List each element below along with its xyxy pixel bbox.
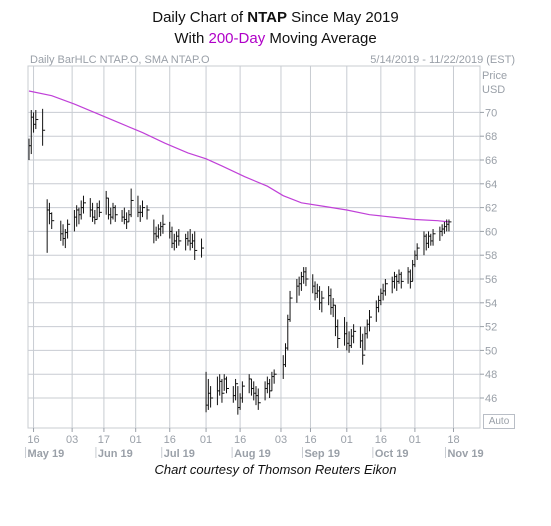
price-bar (448, 219, 452, 232)
chart-subtitle: With 200-Day Moving Average (174, 30, 377, 47)
price-bar (416, 243, 420, 260)
price-bar (146, 205, 150, 220)
price-bar (241, 381, 245, 403)
price-bar (362, 333, 366, 365)
x-axis: 16 03 17 01 16 01 16 03 16 01 16 01 18 May 19 Jun 19 Ju… (25, 428, 484, 460)
x-tick-label: 01 (130, 434, 142, 446)
price-bar (321, 290, 325, 313)
price-bar (194, 231, 198, 260)
chart-credit: Chart courtesy of Thomson Reuters Eikon (154, 462, 397, 477)
price-bar (400, 271, 404, 289)
x-tick-label: 16 (304, 434, 316, 446)
y-axis: 46 48 50 52 54 56 58 60 62 64 66 68 70 (480, 107, 497, 405)
price-bar (114, 205, 118, 222)
chart-title: Daily Chart of NTAP Since May 2019 (152, 9, 399, 26)
price-bar (384, 279, 388, 296)
y-tick-label: 58 (485, 250, 497, 262)
grid-layer (28, 66, 480, 428)
x-tick-label: 01 (200, 434, 212, 446)
y-tick-label: 50 (485, 345, 497, 357)
price-bar (337, 319, 341, 349)
ma-label: 200-Day (208, 30, 266, 47)
x-tick-label: 17 (98, 434, 110, 446)
price-bar (201, 238, 205, 258)
x-month-label: Sep 19 (304, 448, 339, 460)
price-bar (51, 212, 55, 230)
y-tick-label: 60 (485, 226, 497, 238)
price-bar (98, 200, 102, 218)
y-tick-label: 48 (485, 369, 497, 381)
y-tick-label: 64 (485, 179, 497, 191)
price-bar (82, 195, 86, 214)
auto-scale-button[interactable]: Auto (483, 414, 515, 429)
price-bar (178, 229, 182, 246)
x-tick-label: 16 (27, 434, 39, 446)
price-bar (221, 378, 225, 403)
x-month-label: Jun 19 (98, 448, 133, 460)
x-month-label: May 19 (28, 448, 65, 460)
price-axis-title: Price (482, 70, 508, 82)
price-bar (225, 376, 229, 394)
price-bar (257, 388, 261, 410)
x-month-label: Aug 19 (234, 448, 271, 460)
price-bar (369, 309, 372, 332)
price-bar (235, 378, 239, 401)
x-month-label: Oct 19 (375, 448, 409, 460)
y-tick-label: 70 (485, 107, 497, 119)
x-tick-label: 03 (275, 434, 287, 446)
y-tick-label: 54 (485, 298, 497, 310)
price-bar (42, 108, 46, 146)
price-bars-layer (28, 108, 452, 415)
x-tick-label: 01 (341, 434, 353, 446)
price-bar (289, 290, 293, 322)
x-tick-label: 18 (447, 434, 459, 446)
series-label: Daily BarHLC NTAP.O, SMA NTAP.O (30, 54, 210, 66)
x-month-label: Jul 19 (164, 448, 195, 460)
y-tick-label: 46 (485, 393, 497, 405)
price-bar (130, 188, 134, 218)
date-range: 5/14/2019 - 11/22/2019 (EST) (370, 54, 515, 66)
x-tick-label: 03 (66, 434, 78, 446)
x-tick-label: 16 (234, 434, 246, 446)
x-tick-label: 01 (409, 434, 421, 446)
y-tick-label: 66 (485, 155, 497, 167)
y-tick-label: 68 (485, 131, 497, 143)
y-tick-label: 62 (485, 203, 497, 215)
x-tick-label: 16 (375, 434, 387, 446)
y-tick-label: 56 (485, 274, 497, 286)
price-bar (432, 229, 436, 246)
price-bar (142, 200, 145, 218)
price-bar (162, 214, 166, 234)
moving-average-line (28, 90, 449, 223)
price-bar (35, 110, 39, 130)
y-tick-label: 52 (485, 322, 497, 334)
price-bar (305, 267, 309, 287)
plot-frame (27, 65, 481, 429)
price-bar (210, 386, 214, 408)
price-bar (273, 369, 277, 384)
price-bar (353, 324, 357, 344)
price-bar (67, 219, 71, 239)
currency-label: USD (482, 84, 506, 96)
x-month-label: Nov 19 (447, 448, 483, 460)
moving-average-layer (28, 90, 449, 223)
x-tick-label: 16 (164, 434, 176, 446)
